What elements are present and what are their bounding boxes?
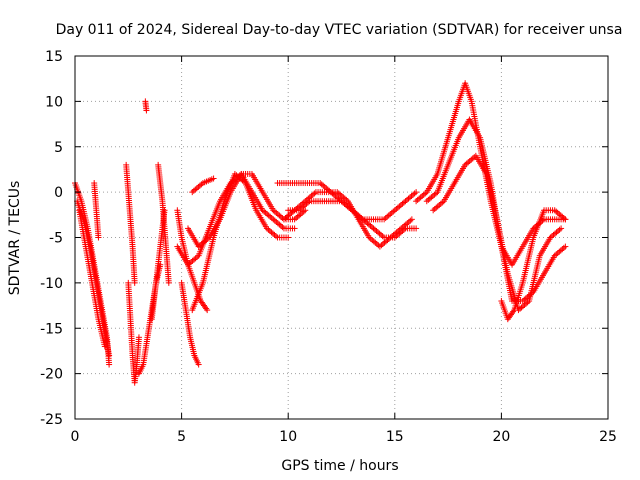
series-track-e (123, 161, 138, 286)
series-track-l (178, 279, 202, 368)
chart-title: Day 011 of 2024, Sidereal Day-to-day VTE… (56, 22, 623, 38)
y-tick-label: 15 (45, 49, 63, 65)
x-tick-label: 5 (177, 429, 186, 445)
y-tick-label: -25 (40, 412, 63, 428)
y-axis-label: SDTVAR / TECUs (7, 181, 23, 296)
x-tick-label: 0 (71, 429, 80, 445)
series-track-o (184, 170, 309, 250)
y-tick-label: 0 (54, 185, 63, 201)
x-tick-label: 10 (279, 429, 297, 445)
y-tick-label: -5 (49, 231, 63, 247)
series-track-w (498, 207, 569, 323)
series-track-p (189, 175, 217, 196)
series-track-d (91, 180, 102, 241)
x-tick-label: 25 (599, 429, 617, 445)
series-track-r (285, 198, 420, 241)
series-track-i (148, 261, 164, 323)
x-tick-label: 15 (386, 429, 404, 445)
series-track-b (74, 198, 113, 359)
x-axis-label: GPS time / hours (281, 458, 398, 474)
series-track-t (413, 80, 569, 268)
series-track-j (155, 161, 172, 286)
y-tick-label: -15 (40, 321, 63, 337)
series-track-v (430, 152, 565, 314)
grid (75, 56, 608, 419)
series-track-k (174, 207, 211, 314)
axis-ticks: 0 5 10 15 20 25 -25 -20 -15 -10 -5 0 5 10 15 (40, 49, 617, 445)
series-track-s (280, 189, 415, 250)
y-tick-label: -20 (40, 367, 63, 383)
y-tick-label: 10 (45, 94, 63, 110)
data-series (72, 80, 569, 386)
series-track-n (174, 170, 298, 268)
y-tick-label: 5 (54, 140, 63, 156)
series-track-f (125, 279, 142, 386)
series-track-c (76, 207, 108, 350)
x-tick-label: 20 (492, 429, 510, 445)
series-track-a (72, 180, 113, 368)
series-track-h (142, 98, 150, 114)
y-tick-label: -10 (40, 276, 63, 292)
